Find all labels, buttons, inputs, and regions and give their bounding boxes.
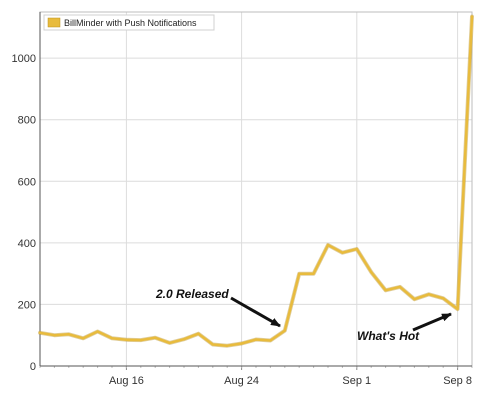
x-tick-label: Aug 16 [109, 375, 144, 387]
legend-swatch [47, 17, 61, 28]
legend-label: BillMinder with Push Notifications [64, 18, 197, 28]
data-point [370, 270, 373, 274]
data-point [470, 15, 474, 18]
data-point [254, 338, 258, 341]
data-point [240, 342, 243, 345]
data-point [326, 243, 330, 247]
annotation-whats-hot-label: What's Hot [357, 329, 420, 343]
axes [39, 11, 473, 370]
legend: BillMinder with Push Notifications [43, 14, 215, 31]
data-point [398, 285, 402, 289]
grid-lines [40, 12, 472, 366]
annotation-whats-hot-arrow [412, 312, 452, 332]
annotations: 2.0 Released What's Hot [155, 287, 452, 343]
data-point [53, 334, 56, 337]
data-point [154, 336, 157, 339]
legend-box [43, 14, 215, 31]
data-point [442, 297, 445, 300]
plot-area [40, 12, 472, 366]
data-point [384, 289, 387, 292]
data-point [182, 338, 186, 341]
data-point [82, 337, 85, 340]
data-point [283, 329, 286, 332]
data-point [67, 333, 71, 336]
x-tick-label: Sep 8 [443, 375, 472, 387]
data-point [355, 247, 358, 251]
data-point [413, 298, 416, 301]
y-tick-label: 400 [18, 238, 36, 250]
data-point [312, 272, 315, 275]
data-point [226, 344, 229, 347]
data-point [38, 331, 42, 334]
annotation-released-arrow [230, 296, 281, 328]
y-tick-label: 200 [18, 299, 36, 311]
x-tick-label: Aug 24 [224, 375, 259, 387]
data-point [269, 339, 272, 342]
data-point [110, 337, 114, 340]
data-point [125, 338, 128, 342]
x-tick-labels: Aug 16 Aug 24 Sep 1 Sep 8 [109, 375, 472, 387]
x-tick-label: Sep 1 [342, 375, 371, 387]
y-tick-labels: 0 200 400 600 800 1000 [12, 53, 36, 373]
y-tick-label: 0 [30, 361, 36, 373]
data-point [298, 272, 301, 275]
data-point [197, 332, 200, 335]
series-layer [38, 14, 474, 348]
annotation-released-label: 2.0 Released [155, 287, 229, 301]
y-tick-label: 600 [18, 176, 36, 188]
y-tick-label: 1000 [12, 53, 36, 65]
data-point [427, 293, 430, 296]
data-point [341, 251, 344, 254]
y-tick-label: 800 [18, 115, 36, 127]
data-point [168, 341, 171, 345]
data-point [139, 338, 142, 342]
data-point [456, 307, 459, 311]
data-point [211, 343, 214, 346]
data-point [96, 330, 99, 333]
